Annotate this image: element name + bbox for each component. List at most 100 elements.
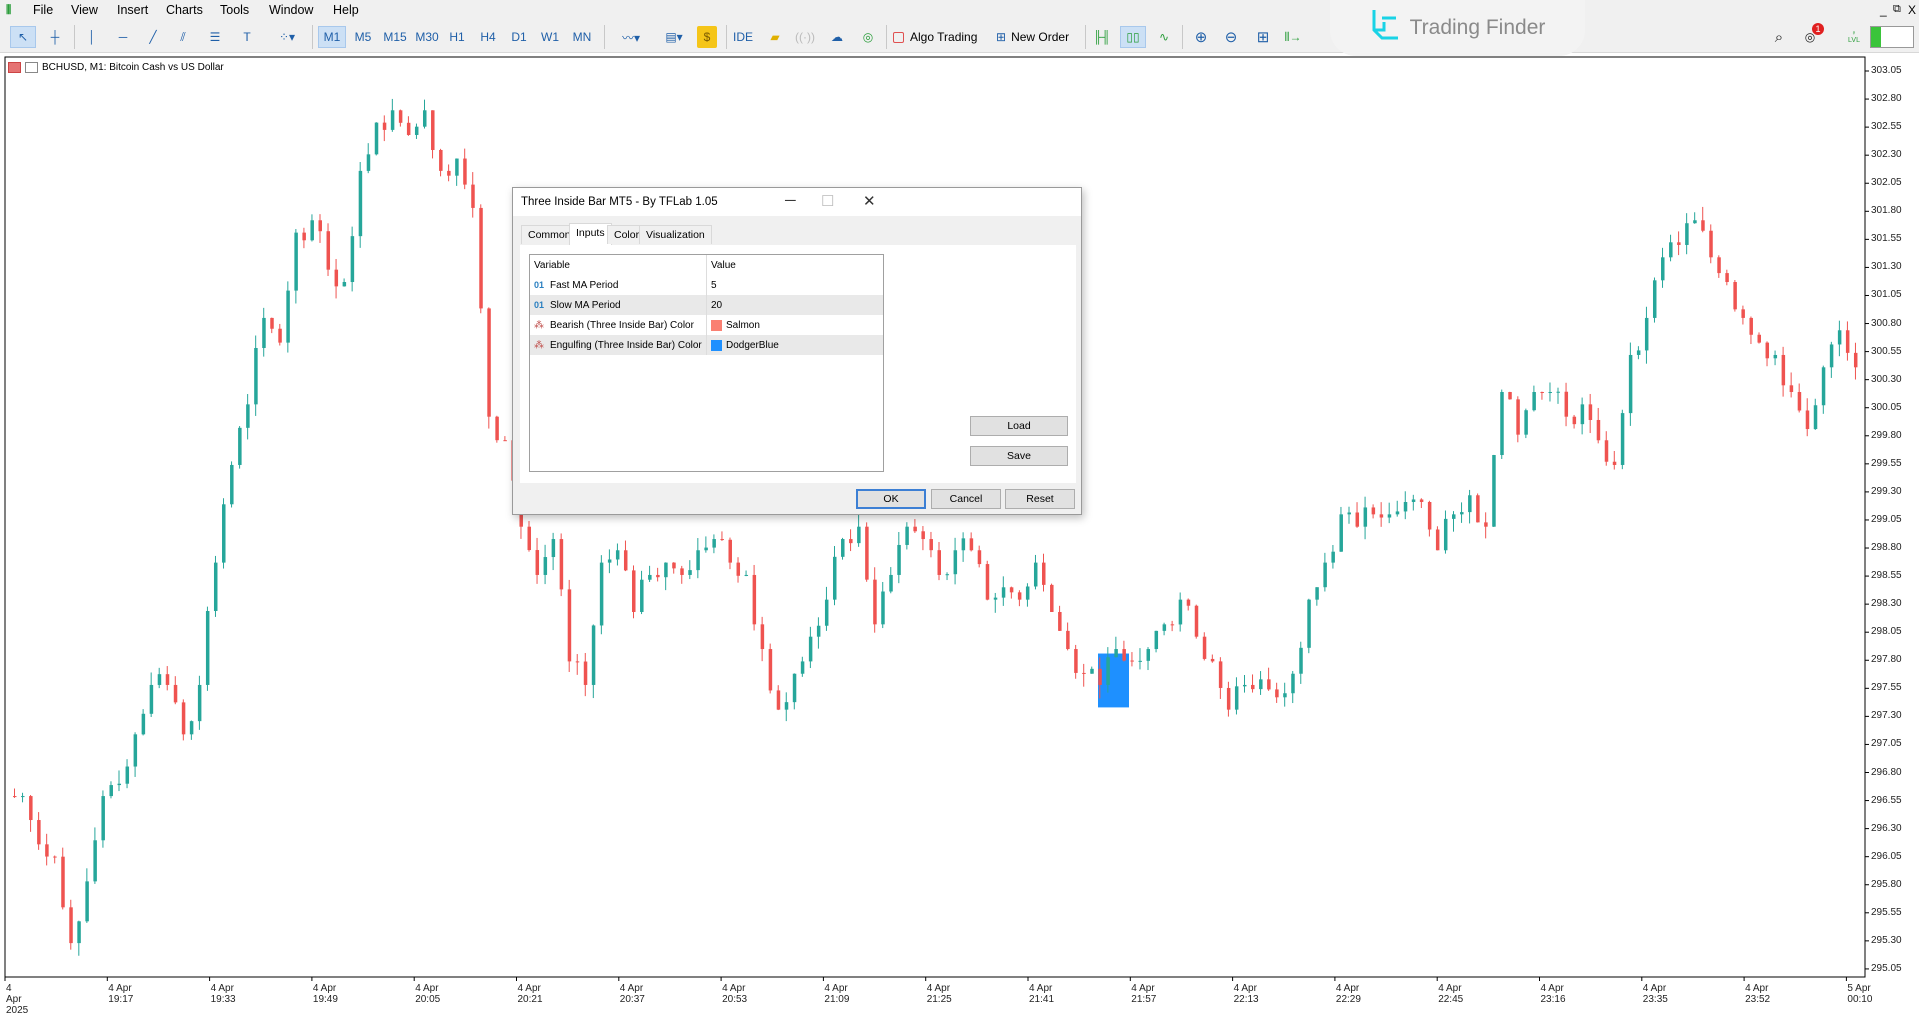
zoom-in-icon[interactable]: ⊕ <box>1194 29 1208 46</box>
shapes-dropdown-icon[interactable]: ⁘▾ <box>278 30 296 44</box>
save-button[interactable]: Save <box>970 446 1068 466</box>
timeframe-m5[interactable]: M5 <box>354 30 372 44</box>
color-swatch-salmon[interactable] <box>711 319 722 331</box>
x-tick-label: 4 Apr 21:25 <box>926 983 952 1005</box>
signal-icon[interactable]: ((·)) <box>795 30 815 44</box>
algo-trading-button[interactable]: Algo Trading <box>893 26 993 48</box>
table-row[interactable]: 01 Fast MA Period 5 <box>530 275 883 295</box>
candle-body <box>1275 689 1279 698</box>
candle-body <box>1757 334 1761 343</box>
text-tool-icon[interactable]: T <box>243 30 251 44</box>
candle-body <box>53 856 57 858</box>
timeframe-w1[interactable]: W1 <box>541 30 559 44</box>
menu-charts[interactable]: Charts <box>166 3 203 17</box>
market-dollar-icon[interactable]: $ <box>697 26 717 48</box>
horizontal-line-icon[interactable]: ─ <box>118 30 128 44</box>
dialog-close-icon[interactable]: ✕ <box>863 193 876 210</box>
candlestick-chart-icon[interactable]: ▯▯ <box>1120 26 1146 48</box>
candle-body <box>1066 630 1070 650</box>
reset-button[interactable]: Reset <box>1005 489 1075 509</box>
candle-body <box>937 550 941 575</box>
tab-inputs[interactable]: Inputs <box>569 223 612 245</box>
table-row[interactable]: ⁂ Bearish (Three Inside Bar) Color Salmon <box>530 315 883 335</box>
minimize-icon[interactable]: _ <box>1880 3 1887 17</box>
lvl-icon[interactable]: ♀ LVL <box>1848 30 1860 44</box>
timeframe-h4[interactable]: H4 <box>480 30 496 44</box>
vertical-line-icon[interactable]: │ <box>88 30 96 44</box>
menu-view[interactable]: View <box>71 3 98 17</box>
crosshair-icon[interactable]: ┼ <box>50 30 60 44</box>
table-row[interactable]: ⁂ Engulfing (Three Inside Bar) Color Dodg… <box>530 335 883 355</box>
timeframe-h1[interactable]: H1 <box>449 30 465 44</box>
timeframe-d1[interactable]: D1 <box>511 30 527 44</box>
bar-chart-icon[interactable]: ╟╢ <box>1093 30 1111 44</box>
dialog-title: Three Inside Bar MT5 - By TFLab 1.05 <box>521 196 718 208</box>
candle-body <box>455 158 459 176</box>
candle-body <box>390 110 395 130</box>
ok-button[interactable]: OK <box>856 489 926 509</box>
y-tick-label: 295.30 <box>1871 934 1902 946</box>
x-tick-label: 4 Apr 20:53 <box>722 983 748 1005</box>
candle-body <box>865 526 869 580</box>
candle-body <box>1435 529 1440 551</box>
candle-body <box>1516 399 1520 435</box>
fibonacci-icon[interactable]: ☰ <box>209 30 221 44</box>
menu-window[interactable]: Window <box>269 3 314 17</box>
timeframe-m30[interactable]: M30 <box>415 30 439 44</box>
new-order-button[interactable]: ⊞ New Order <box>996 26 1080 48</box>
cloud-icon[interactable]: ☁ <box>831 30 843 44</box>
variable-value[interactable]: 5 <box>711 279 717 291</box>
dialog-titlebar[interactable]: Three Inside Bar MT5 - By TFLab 1.05 ─ ☐… <box>513 188 1081 216</box>
cursor-tool-icon[interactable]: ↖ <box>10 26 36 48</box>
candle-body <box>334 269 339 287</box>
y-tick-label: 295.55 <box>1871 906 1902 918</box>
variable-value[interactable]: 20 <box>711 299 723 311</box>
candle-body <box>1789 385 1794 393</box>
y-tick-label: 298.30 <box>1871 598 1902 610</box>
menu-tools[interactable]: Tools <box>220 3 250 17</box>
candle-body <box>1017 592 1022 600</box>
candle-body <box>599 562 604 626</box>
line-chart-icon[interactable]: ∿ <box>1158 30 1170 44</box>
load-button[interactable]: Load <box>970 416 1068 436</box>
chart-type-icon[interactable]: 〰▾ <box>621 30 641 45</box>
tab-visualization[interactable]: Visualization <box>639 225 712 244</box>
new-order-label: New Order <box>1011 30 1070 44</box>
menu-file[interactable]: File <box>33 3 54 17</box>
trendline-icon[interactable]: ╱ <box>149 30 157 44</box>
candle-body <box>1154 630 1159 650</box>
menu-insert[interactable]: Insert <box>117 3 149 17</box>
candle-body <box>1765 342 1770 359</box>
autoscroll-icon[interactable]: ⫴→ <box>1284 29 1302 44</box>
restore-icon[interactable]: ⧉ <box>1893 3 1901 15</box>
candle-body <box>905 526 909 545</box>
shop-bag-icon[interactable]: ▰ <box>770 30 780 44</box>
channel-icon[interactable]: ⫽ <box>180 29 186 44</box>
timeframe-mn[interactable]: MN <box>572 30 592 44</box>
search-icon[interactable]: ⌕ <box>1774 28 1784 46</box>
ide-button[interactable]: IDE <box>732 30 753 44</box>
candle-body <box>1419 499 1424 503</box>
candle-body <box>1540 392 1544 394</box>
timeframe-m15[interactable]: M15 <box>383 30 407 44</box>
close-window-icon[interactable]: X <box>1908 3 1917 17</box>
candle-body <box>672 562 676 569</box>
candle-body <box>929 539 933 551</box>
template-icon[interactable]: ▤▾ <box>665 30 683 44</box>
variable-value[interactable]: DodgerBlue <box>726 339 779 351</box>
color-swatch-dodgerblue[interactable] <box>711 339 722 351</box>
variable-value[interactable]: Salmon <box>726 319 760 331</box>
vps-icon[interactable]: ◎ <box>862 30 874 44</box>
timeframe-m1[interactable]: M1 <box>318 26 346 48</box>
tab-common[interactable]: Common <box>521 225 578 244</box>
zoom-out-icon[interactable]: ⊖ <box>1224 29 1238 46</box>
notifications-icon[interactable]: ◎ 1 <box>1798 23 1824 48</box>
cancel-button[interactable]: Cancel <box>931 489 1001 509</box>
candle-body <box>1001 587 1006 598</box>
candle-body <box>1669 242 1673 258</box>
menu-help[interactable]: Help <box>333 3 359 17</box>
dialog-minimize-icon[interactable]: ─ <box>785 192 796 209</box>
tile-windows-icon[interactable]: ⊞ <box>1256 29 1270 46</box>
integer-icon: 01 <box>534 300 545 310</box>
table-row[interactable]: 01 Slow MA Period 20 <box>530 295 883 315</box>
